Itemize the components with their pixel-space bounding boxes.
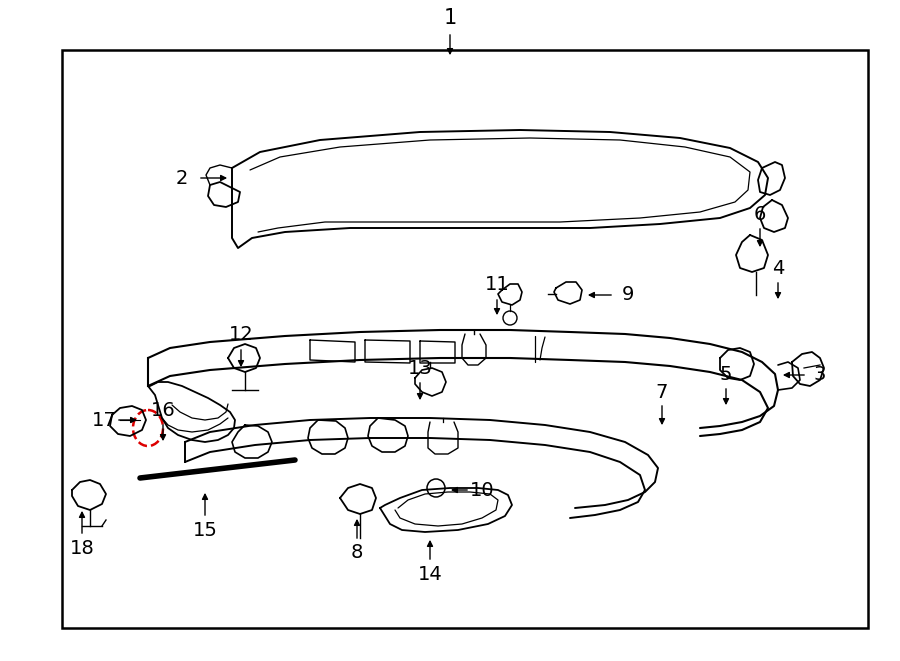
Text: 6: 6 xyxy=(754,206,766,225)
Text: 10: 10 xyxy=(470,481,494,500)
Text: 11: 11 xyxy=(484,276,509,295)
Text: 13: 13 xyxy=(408,358,432,377)
Text: 2: 2 xyxy=(176,169,188,188)
Text: 18: 18 xyxy=(69,539,94,557)
Text: 14: 14 xyxy=(418,566,443,584)
Bar xyxy=(62,50,868,628)
Text: 7: 7 xyxy=(656,383,668,401)
Text: 3: 3 xyxy=(814,366,826,385)
Text: 15: 15 xyxy=(193,520,218,539)
Text: 4: 4 xyxy=(772,258,784,278)
Text: 9: 9 xyxy=(622,286,634,305)
Text: 12: 12 xyxy=(229,325,254,344)
Text: 1: 1 xyxy=(444,8,456,28)
Text: 8: 8 xyxy=(351,543,364,563)
Text: 16: 16 xyxy=(150,401,176,420)
Text: 17: 17 xyxy=(92,410,116,430)
Text: 5: 5 xyxy=(720,366,733,385)
